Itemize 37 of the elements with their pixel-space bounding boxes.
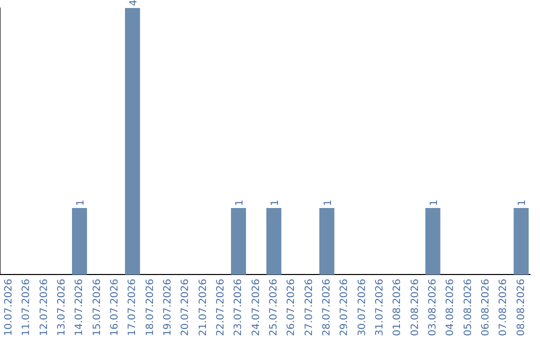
data-label: 1: [428, 200, 440, 206]
x-tick-label: 07.08.2026: [498, 278, 510, 336]
x-tick-label: 11.07.2026: [21, 278, 32, 336]
x-tick-label: 08.08.2026: [516, 278, 527, 336]
x-tick-label: 02.08.2026: [410, 278, 421, 336]
x-tick-label: 13.07.2026: [56, 278, 68, 336]
x-tick-label: 01.08.2026: [392, 278, 404, 336]
data-label: 1: [76, 200, 86, 206]
x-tick-label: 15.07.2026: [92, 278, 103, 336]
x-tick-label: 06.08.2026: [480, 278, 492, 336]
x-tick-label: 25.07.2026: [268, 278, 280, 336]
x-tick-label: 18.07.2026: [144, 278, 156, 336]
x-tick-label: 24.07.2026: [250, 278, 262, 336]
data-label: 1: [322, 200, 334, 206]
data-label: 4: [128, 0, 140, 6]
x-tick-label: 12.07.2026: [38, 278, 50, 336]
x-tick-label: 22.07.2026: [215, 278, 226, 336]
x-tick-label: 21.07.2026: [198, 278, 209, 336]
x-tick-label: 03.08.2026: [427, 278, 438, 336]
data-label: 1: [270, 200, 281, 206]
data-label: 1: [517, 200, 528, 206]
x-tick-label: 26.07.2026: [286, 278, 298, 336]
x-tick-label: 28.07.2026: [321, 278, 332, 336]
x-tick-label: 27.07.2026: [304, 278, 315, 336]
x-tick-label: 14.07.2026: [74, 278, 86, 336]
x-tick-label: 29.07.2026: [339, 278, 350, 336]
x-tick-label: 30.07.2026: [356, 278, 368, 336]
x-tick-label: 04.08.2026: [445, 278, 456, 336]
x-tick-label: 23.07.2026: [233, 278, 244, 336]
x-tick-label: 10.07.2026: [3, 278, 14, 336]
x-tick-label: 19.07.2026: [162, 278, 174, 336]
x-tick-label: 31.07.2026: [374, 278, 386, 336]
x-tick-label: 16.07.2026: [109, 278, 120, 336]
x-tick-label: 20.07.2026: [180, 278, 192, 336]
data-label: 1: [234, 200, 246, 206]
x-tick-label: 05.08.2026: [462, 278, 474, 336]
x-tick-label: 17.07.2026: [127, 278, 138, 336]
